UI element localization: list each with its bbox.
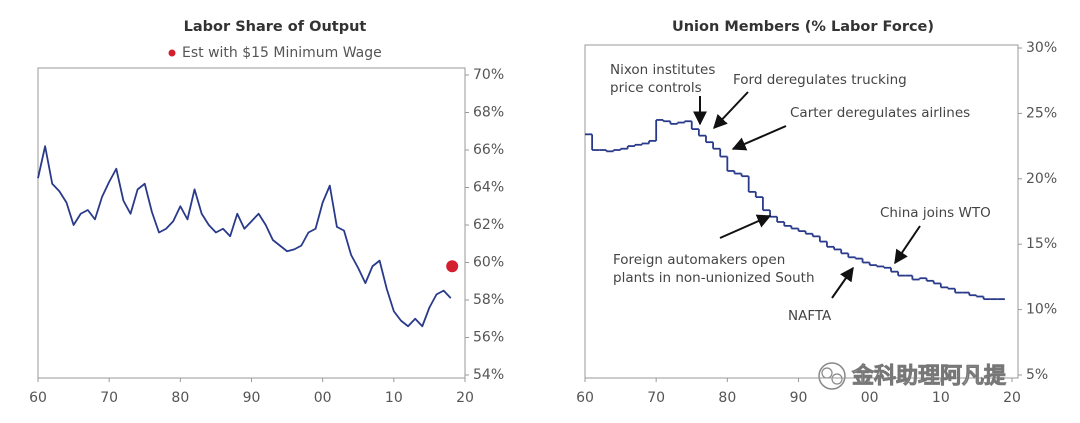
y-tick-label: 62% bbox=[473, 217, 504, 233]
annotation: NAFTA bbox=[788, 308, 832, 324]
y-tick-label: 68% bbox=[473, 105, 504, 121]
x-tick-label: 60 bbox=[29, 390, 47, 406]
estimate-point bbox=[446, 260, 459, 273]
annotation: price controls bbox=[610, 80, 702, 96]
y-tick-label: 20% bbox=[1026, 171, 1057, 187]
y-tick-label: 30% bbox=[1026, 40, 1057, 56]
y-tick-label: 5% bbox=[1026, 367, 1048, 383]
y-tick-label: 64% bbox=[473, 180, 504, 196]
x-tick-label: 00 bbox=[861, 390, 879, 406]
y-tick-label: 25% bbox=[1026, 105, 1057, 121]
x-tick-label: 70 bbox=[100, 390, 118, 406]
x-tick-label: 90 bbox=[243, 390, 261, 406]
x-tick-label: 10 bbox=[385, 390, 403, 406]
plot-frame bbox=[584, 44, 1019, 379]
y-tick-label: 58% bbox=[473, 292, 504, 308]
x-tick-label: 90 bbox=[790, 390, 808, 406]
annotation: Nixon institutes bbox=[610, 62, 715, 78]
legend-marker bbox=[168, 49, 176, 57]
annotation-arrow bbox=[731, 125, 787, 151]
y-tick-label: 10% bbox=[1026, 302, 1057, 318]
annotation: Carter deregulates airlines bbox=[790, 105, 970, 121]
y-tick-label: 70% bbox=[473, 67, 504, 83]
x-tick-label: 10 bbox=[932, 390, 950, 406]
y-tick-label: 66% bbox=[473, 142, 504, 158]
watermark-icon bbox=[818, 362, 846, 390]
x-tick-label: 20 bbox=[456, 390, 474, 406]
annotation: Foreign automakers open bbox=[613, 252, 785, 268]
annotation-arrow bbox=[894, 225, 921, 265]
annotation: plants in non-unionized South bbox=[613, 270, 815, 286]
y-tick-label: 54% bbox=[473, 367, 504, 383]
line-series bbox=[37, 145, 452, 328]
annotation-arrow bbox=[831, 266, 854, 299]
y-tick-label: 15% bbox=[1026, 236, 1057, 252]
watermark: 金科助理阿凡提 bbox=[851, 363, 1007, 389]
annotation: Ford deregulates trucking bbox=[733, 72, 907, 88]
legend-label: Est with $15 Minimum Wage bbox=[182, 45, 382, 61]
x-tick-label: 60 bbox=[576, 390, 594, 406]
y-tick-label: 60% bbox=[473, 255, 504, 271]
x-tick-label: 80 bbox=[171, 390, 189, 406]
x-tick-label: 80 bbox=[718, 390, 736, 406]
y-tick-label: 56% bbox=[473, 330, 504, 346]
x-tick-label: 20 bbox=[1003, 390, 1021, 406]
x-tick-label: 00 bbox=[314, 390, 332, 406]
annotation: China joins WTO bbox=[880, 205, 991, 221]
chart-title: Union Members (% Labor Force) bbox=[672, 19, 934, 35]
annotation-arrow bbox=[713, 91, 749, 130]
x-tick-label: 70 bbox=[647, 390, 665, 406]
annotation-arrow bbox=[719, 214, 772, 239]
chart-title: Labor Share of Output bbox=[184, 19, 367, 35]
